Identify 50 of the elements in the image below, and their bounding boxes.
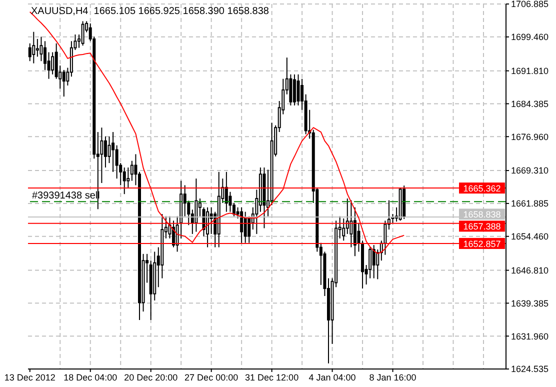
candlestick xyxy=(122,166,126,195)
y-tick-label: 1699.460 xyxy=(511,32,549,42)
candlestick xyxy=(32,31,36,64)
y-tick-label: 1654.460 xyxy=(511,232,549,242)
y-tick-label: 1706.885 xyxy=(511,0,549,10)
candlestick xyxy=(296,74,300,106)
candlestick xyxy=(194,178,198,232)
candlestick xyxy=(292,74,296,106)
y-tick-label: 1669.310 xyxy=(511,166,549,176)
y-tick-label: 1691.810 xyxy=(511,66,549,76)
ref-line-label: 1657.388 xyxy=(463,222,501,232)
candlestick xyxy=(126,166,130,188)
candlestick xyxy=(130,160,134,182)
y-tick-label: 1631.960 xyxy=(511,331,549,342)
x-tick-label: 27 Dec 00:00 xyxy=(184,372,238,382)
x-tick-label: 18 Dec 04:00 xyxy=(64,372,118,382)
ref-line-label: 1658.838 xyxy=(463,210,501,220)
chart-title: XAUUSD,H4 1665.105 1665.925 1658.390 1658.838 xyxy=(31,6,269,17)
candlestick xyxy=(62,69,66,98)
x-tick-label: 20 Dec 20:00 xyxy=(124,372,178,382)
candlestick xyxy=(244,211,247,244)
x-tick-label: 31 Dec 12:00 xyxy=(245,372,299,382)
x-tick-label: 8 Jan 16:00 xyxy=(369,372,416,382)
candlestick xyxy=(81,20,84,46)
y-tick-label: 1676.960 xyxy=(511,132,549,142)
ref-line-label: 1665.362 xyxy=(463,184,501,194)
candlestick xyxy=(47,52,50,80)
y-tick-label: 1624.535 xyxy=(511,364,549,374)
candlestick xyxy=(350,200,353,248)
candlestick xyxy=(112,132,115,172)
candlestick xyxy=(248,216,251,244)
candlestick xyxy=(40,36,43,62)
candlestick xyxy=(224,171,228,212)
candlestick xyxy=(104,136,107,168)
x-tick-label: 4 Jan 04:00 xyxy=(308,372,356,382)
y-tick-label: 1661.885 xyxy=(511,198,549,209)
candlestick xyxy=(36,38,39,58)
y-tick-label: 1646.810 xyxy=(511,265,549,276)
y-tick-label: 1684.385 xyxy=(511,98,549,109)
x-tick-label: 13 Dec 2012 xyxy=(4,372,56,382)
candlestick xyxy=(342,218,346,242)
candlestick xyxy=(346,198,349,234)
candlestick xyxy=(44,40,46,70)
candlestick xyxy=(372,244,376,279)
ref-line-label: 1652.857 xyxy=(463,238,501,249)
y-tick-label: 1639.385 xyxy=(511,298,549,308)
candlestick xyxy=(376,248,380,280)
candlestick xyxy=(357,222,360,252)
candlestick xyxy=(51,52,54,75)
candlestick xyxy=(240,206,244,244)
